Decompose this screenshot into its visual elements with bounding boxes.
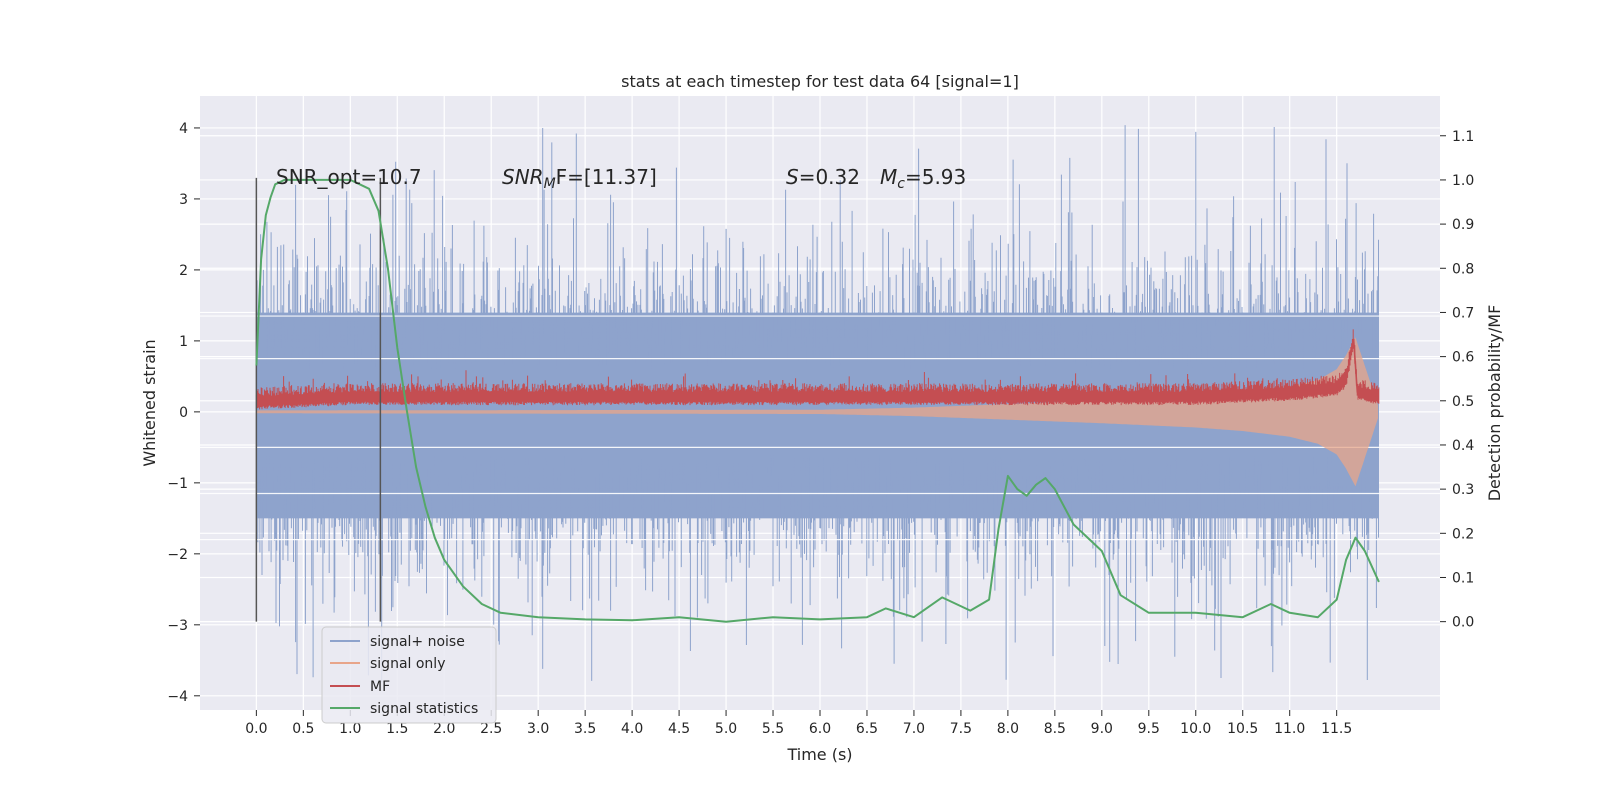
x-tick-label: 2.0 — [433, 721, 455, 737]
y-right-tick-label: 0.4 — [1452, 438, 1474, 454]
y-tick-label: 2 — [179, 263, 188, 279]
x-tick-label: 3.0 — [527, 721, 549, 737]
annotation-mc-sub: c — [897, 176, 905, 192]
y-right-tick-label: 1.1 — [1452, 129, 1474, 145]
x-tick-label: 1.5 — [386, 721, 408, 737]
legend-box — [321, 626, 497, 724]
x-tick-label: 8.5 — [1044, 721, 1066, 737]
x-tick-label: 3.5 — [574, 721, 596, 737]
y-right-tick-label: 0.6 — [1452, 350, 1474, 366]
y-right-tick-label: 1.0 — [1452, 173, 1474, 189]
y-right-tick-label: 0.8 — [1452, 261, 1474, 277]
y-right-tick-label: 0.0 — [1452, 615, 1474, 631]
x-tick-label: 9.0 — [1091, 721, 1113, 737]
y-tick-label: −4 — [167, 689, 188, 705]
annotation-snr-mf-rest: F=[11.37] — [556, 165, 657, 189]
x-tick-label: 6.0 — [809, 721, 831, 737]
x-tick-label: 7.0 — [903, 721, 925, 737]
y-tick-label: 1 — [179, 334, 188, 350]
series-signal-only — [256, 337, 1378, 487]
signal-only-envelope — [256, 337, 1378, 487]
legend-label-signal-statistics: signal statistics — [370, 701, 478, 717]
y-tick-label: −3 — [167, 618, 188, 634]
legend-label-signal-noise: signal+ noise — [370, 634, 465, 650]
x-axis-label: Time (s) — [786, 745, 852, 764]
legend-label-signal-only: signal only — [370, 656, 445, 672]
y-right-tick-label: 0.5 — [1452, 394, 1474, 410]
y-tick-label: 4 — [179, 121, 188, 137]
x-tick-label: 0.0 — [245, 721, 267, 737]
mf-line — [256, 338, 1380, 402]
ticks: 0.0 0.5 1.0 1.5 2.0 2.5 3.0 3.5 4.0 4.5 5.0 5.5 6.0 6… — [167, 121, 1474, 737]
series-signal-statistics — [255, 178, 1380, 623]
annotation-s-name: S — [786, 165, 799, 189]
annotation-mc-rest: =5.93 — [905, 165, 966, 189]
y-axis-label: Whitened strain — [140, 339, 159, 466]
x-tick-label: 5.0 — [715, 721, 737, 737]
vertical-markers — [255, 177, 382, 622]
x-tick-label: 5.5 — [762, 721, 784, 737]
x-tick-label: 11.5 — [1321, 721, 1352, 737]
y-right-tick-label: 0.2 — [1452, 526, 1474, 542]
x-tick-label: 4.0 — [621, 721, 643, 737]
annotation-snr-mf-sub: M — [544, 176, 556, 192]
annotation-mc-name: M — [880, 165, 897, 189]
y-tick-label: −2 — [167, 547, 188, 563]
y-tick-label: −1 — [167, 476, 188, 492]
y-right-tick-label: 0.7 — [1452, 305, 1474, 321]
legend: signal+ noise signal only MF signal stat… — [321, 626, 497, 724]
annotation-mc: Mc=5.93 — [880, 165, 966, 192]
y-right-tick-label: 0.1 — [1452, 570, 1474, 586]
annotation-s: S=0.32 — [786, 165, 860, 189]
annotation-snr-mf: SNRMF=[11.37] — [502, 165, 657, 192]
x-tick-label: 6.5 — [856, 721, 878, 737]
y-axis-right-label: Detection probability/MF — [1485, 305, 1504, 502]
x-tick-label: 7.5 — [950, 721, 972, 737]
x-tick-label: 0.5 — [292, 721, 314, 737]
y-tick-label: 0 — [179, 405, 188, 421]
x-tick-label: 4.5 — [668, 721, 690, 737]
chart-title: stats at each timestep for test data 64 … — [621, 72, 1019, 91]
annotation-snr-mf-name: SNR — [502, 165, 544, 189]
x-tick-label: 11.0 — [1274, 721, 1305, 737]
annotation-s-rest: =0.32 — [799, 165, 860, 189]
annotation-snr-opt: SNR_opt=10.7 — [276, 165, 422, 189]
x-tick-label: 10.5 — [1227, 721, 1258, 737]
y-right-tick-label: 0.9 — [1452, 217, 1474, 233]
x-tick-label: 8.0 — [997, 721, 1019, 737]
x-tick-label: 1.0 — [339, 721, 361, 737]
signal-statistics-line — [255, 178, 1380, 623]
x-tick-label: 10.0 — [1180, 721, 1211, 737]
x-tick-label: 2.5 — [480, 721, 502, 737]
legend-label-mf: MF — [370, 679, 390, 695]
y-right-tick-label: 0.3 — [1452, 482, 1474, 498]
x-tick-label: 9.5 — [1138, 721, 1160, 737]
y-tick-label: 3 — [179, 192, 188, 208]
